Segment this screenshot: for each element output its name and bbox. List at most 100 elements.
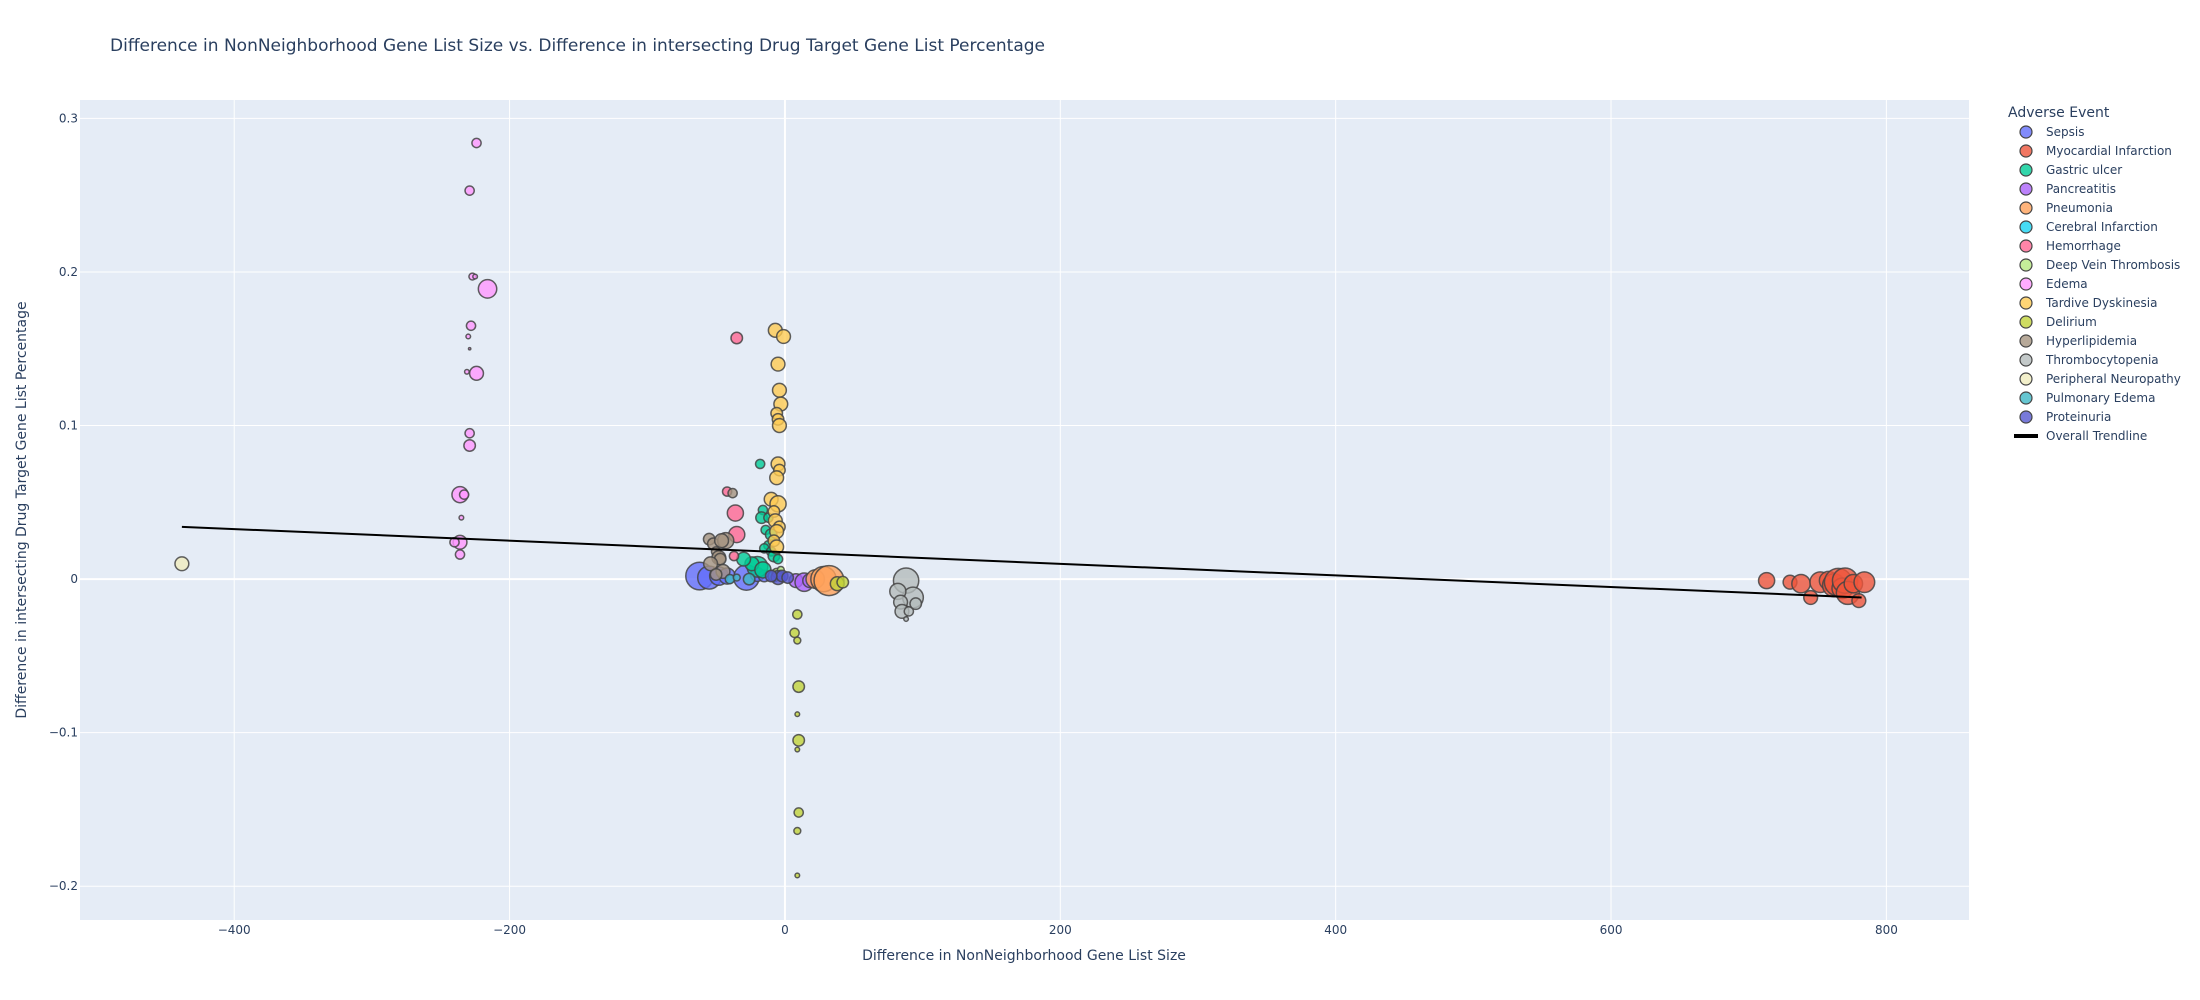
data-point[interactable] <box>464 185 475 196</box>
legend-marker <box>2019 334 2033 348</box>
legend-item[interactable]: Gastric ulcer <box>2019 163 2122 177</box>
legend-marker <box>2019 277 2033 291</box>
legend-item[interactable]: Peripheral Neuropathy <box>2019 372 2181 386</box>
data-point[interactable] <box>465 333 472 340</box>
data-point[interactable] <box>468 365 485 381</box>
gridlines <box>80 100 1969 920</box>
data-point[interactable] <box>793 636 802 645</box>
data-point[interactable] <box>472 273 479 280</box>
data-point[interactable] <box>769 470 785 486</box>
data-point[interactable] <box>764 569 778 583</box>
data-point[interactable] <box>781 571 795 585</box>
data-point[interactable] <box>1853 571 1876 594</box>
series-hemorrhage[interactable] <box>721 331 746 562</box>
series-proteinuria[interactable] <box>764 569 795 586</box>
y-tick-label: 0.2 <box>59 265 78 279</box>
data-point[interactable] <box>465 320 477 332</box>
data-point[interactable] <box>903 605 915 617</box>
data-point[interactable] <box>713 533 730 549</box>
series-delirium[interactable] <box>789 575 850 879</box>
series-thrombocytopenia[interactable] <box>889 567 925 623</box>
legend-marker <box>2019 125 2033 139</box>
trendline <box>181 525 1862 599</box>
data-point[interactable] <box>471 137 482 149</box>
legend-item[interactable]: Thrombocytopenia <box>2019 353 2159 367</box>
data-point[interactable] <box>458 514 465 521</box>
legend-item[interactable]: Pulmonary Edema <box>2019 391 2155 405</box>
data-point[interactable] <box>464 427 475 439</box>
data-point[interactable] <box>458 489 470 500</box>
data-point[interactable] <box>1757 571 1776 590</box>
legend-item-trendline[interactable]: Overall Trendline <box>2014 429 2147 443</box>
data-point[interactable] <box>903 615 910 623</box>
data-point[interactable] <box>836 575 850 589</box>
data-point[interactable] <box>794 746 801 753</box>
data-point[interactable] <box>789 627 800 639</box>
data-point[interactable] <box>772 553 784 565</box>
data-point[interactable] <box>792 733 806 747</box>
legend-label: Tardive Dyskinesia <box>2045 296 2157 310</box>
legend[interactable]: Adverse Event Sepsis Myocardial Infarctio… <box>2008 105 2181 443</box>
legend-item[interactable]: Hyperlipidemia <box>2019 334 2137 348</box>
series-pulmonary-edema[interactable] <box>724 572 756 586</box>
data-point[interactable] <box>770 356 786 372</box>
data-point[interactable] <box>702 556 719 572</box>
y-tick-label: −0.2 <box>49 879 78 893</box>
legend-item[interactable]: Edema <box>2019 277 2088 291</box>
series-peripheral-neuropathy[interactable] <box>174 556 190 572</box>
legend-label: Pulmonary Edema <box>2046 391 2155 405</box>
legend-item[interactable]: Hemorrhage <box>2019 239 2121 253</box>
data-points[interactable] <box>174 137 1876 879</box>
data-point[interactable] <box>754 458 766 470</box>
legend-label: Hyperlipidemia <box>2046 334 2137 348</box>
data-point[interactable] <box>769 539 785 555</box>
data-point[interactable] <box>775 328 792 345</box>
legend-item[interactable]: Cerebral Infarction <box>2019 220 2158 234</box>
legend-label: Pneumonia <box>2046 201 2113 215</box>
x-tick-label: 600 <box>1600 923 1623 937</box>
data-point[interactable] <box>1803 589 1819 606</box>
data-point[interactable] <box>793 807 805 818</box>
data-point[interactable] <box>454 549 466 560</box>
data-point[interactable] <box>793 826 802 836</box>
legend-item[interactable]: Sepsis <box>2019 125 2084 139</box>
legend-item[interactable]: Pancreatitis <box>2019 182 2116 196</box>
data-point[interactable] <box>730 331 744 345</box>
legend-label: Sepsis <box>2046 125 2084 139</box>
x-tick-label: 400 <box>1324 923 1347 937</box>
data-point[interactable] <box>771 382 788 398</box>
legend-item[interactable]: Proteinuria <box>2019 410 2111 424</box>
data-point[interactable] <box>791 609 803 620</box>
series-myocardial-infarction[interactable] <box>1757 567 1876 609</box>
legend-item[interactable]: Deep Vein Thrombosis <box>2019 258 2180 272</box>
data-point[interactable] <box>792 680 806 694</box>
legend-label: Myocardial Infarction <box>2046 144 2172 158</box>
data-point[interactable] <box>174 556 190 572</box>
data-point[interactable] <box>477 278 498 299</box>
data-point[interactable] <box>771 417 788 434</box>
legend-marker <box>2019 296 2033 310</box>
data-point[interactable] <box>909 597 923 611</box>
legend-item[interactable]: Delirium <box>2019 315 2097 329</box>
legend-marker <box>2019 144 2033 158</box>
legend-item[interactable]: Myocardial Infarction <box>2019 144 2172 158</box>
data-point[interactable] <box>463 439 477 453</box>
data-point[interactable] <box>732 573 741 582</box>
legend-item[interactable]: Pneumonia <box>2019 201 2113 215</box>
data-point[interactable] <box>727 487 738 499</box>
data-point[interactable] <box>726 504 745 522</box>
data-point[interactable] <box>742 572 756 586</box>
y-axis-title: Difference in intersecting Drug Target G… <box>14 301 30 718</box>
data-point[interactable] <box>1851 592 1867 609</box>
data-point[interactable] <box>1791 573 1811 594</box>
legend-item[interactable]: Tardive Dyskinesia <box>2019 296 2157 310</box>
data-point[interactable] <box>463 368 470 375</box>
data-point[interactable] <box>794 872 801 879</box>
series-hyperlipidemia[interactable] <box>702 487 738 581</box>
series-tardive-dyskinesia[interactable] <box>763 322 792 555</box>
data-point[interactable] <box>467 346 472 351</box>
data-point[interactable] <box>728 550 740 562</box>
data-point[interactable] <box>794 711 801 718</box>
data-point[interactable] <box>709 567 723 581</box>
